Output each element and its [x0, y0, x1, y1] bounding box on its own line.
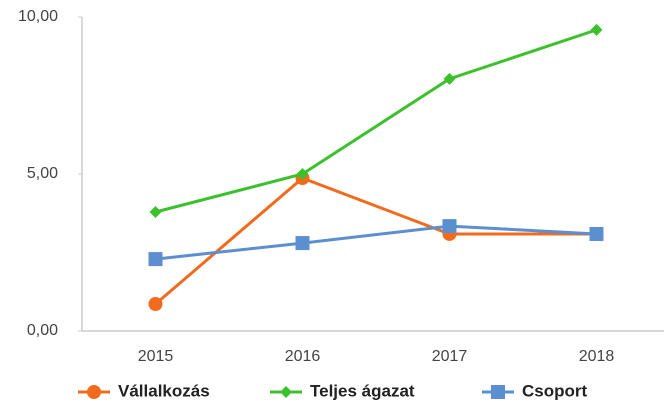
- y-tick-label: 5,00: [27, 165, 58, 182]
- legend-label: Teljes ágazat: [310, 381, 415, 400]
- x-tick-label: 2017: [432, 348, 468, 365]
- series-line: [155, 28, 597, 214]
- marker: [148, 252, 163, 267]
- marker: [148, 296, 163, 311]
- x-tick-label: 2016: [285, 348, 321, 365]
- series-line: [155, 224, 597, 261]
- marker: [589, 226, 604, 241]
- y-tick-label: 10,00: [18, 8, 58, 25]
- legend-label: Vállalkozás: [118, 381, 210, 400]
- series-line: [154, 176, 597, 306]
- legend-label: Csoport: [522, 381, 588, 400]
- marker: [149, 205, 162, 218]
- marker: [590, 23, 603, 36]
- y-tick-label: 0,00: [27, 322, 58, 339]
- marker: [443, 72, 456, 85]
- x-tick-label: 2018: [579, 348, 615, 365]
- legend-marker: [280, 386, 292, 398]
- legend-marker: [491, 385, 505, 399]
- marker: [296, 168, 309, 180]
- marker: [295, 236, 310, 251]
- x-tick-label: 2015: [138, 348, 174, 365]
- legend-marker: [87, 385, 101, 399]
- marker: [442, 219, 457, 234]
